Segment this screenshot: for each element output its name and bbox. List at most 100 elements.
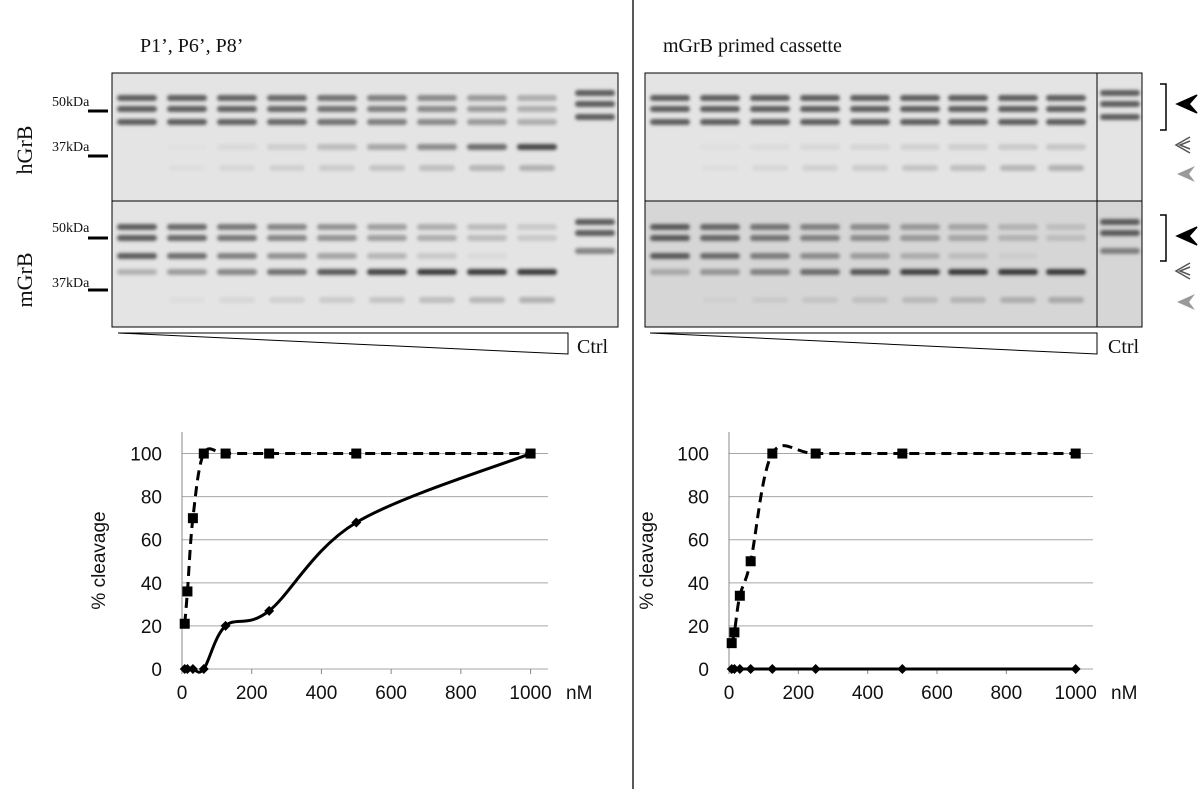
band xyxy=(900,224,940,230)
band xyxy=(702,165,738,171)
band xyxy=(217,253,257,259)
band xyxy=(317,269,357,275)
band xyxy=(217,224,257,230)
band xyxy=(1046,235,1086,241)
y-tick-label: 60 xyxy=(141,531,162,552)
band xyxy=(750,253,790,259)
band xyxy=(850,269,890,275)
band xyxy=(575,90,615,96)
band xyxy=(317,144,357,150)
band xyxy=(702,297,738,303)
band xyxy=(417,95,457,101)
band xyxy=(169,297,205,303)
band xyxy=(650,224,690,230)
band xyxy=(217,106,257,112)
band xyxy=(117,253,157,259)
band xyxy=(367,119,407,125)
band xyxy=(700,235,740,241)
band xyxy=(417,144,457,150)
band xyxy=(167,224,207,230)
band xyxy=(519,165,555,171)
band xyxy=(219,165,255,171)
band xyxy=(469,165,505,171)
band xyxy=(467,119,507,125)
point xyxy=(767,664,778,674)
band xyxy=(700,224,740,230)
band xyxy=(367,269,407,275)
band xyxy=(517,95,557,101)
band xyxy=(850,235,890,241)
band xyxy=(367,224,407,230)
gels xyxy=(111,72,1143,328)
point xyxy=(198,448,209,459)
band xyxy=(467,253,507,259)
band xyxy=(948,224,988,230)
point xyxy=(767,448,778,459)
band xyxy=(517,235,557,241)
band xyxy=(1100,101,1140,107)
point xyxy=(1070,448,1081,459)
band xyxy=(800,119,840,125)
row-label: mGrB xyxy=(12,253,37,308)
band xyxy=(417,119,457,125)
band xyxy=(419,165,455,171)
band xyxy=(850,144,890,150)
y-axis-label: % cleavage xyxy=(89,511,110,609)
band xyxy=(1100,90,1140,96)
band xyxy=(367,235,407,241)
band xyxy=(750,224,790,230)
gel xyxy=(644,72,1143,202)
x-tick-label: 200 xyxy=(236,683,268,704)
band xyxy=(800,224,840,230)
series-line xyxy=(730,444,1076,644)
point xyxy=(726,638,737,649)
band xyxy=(575,101,615,107)
band xyxy=(700,106,740,112)
band xyxy=(650,119,690,125)
y-tick-label: 80 xyxy=(141,488,162,509)
band xyxy=(517,119,557,125)
x-tick-label: 600 xyxy=(921,683,953,704)
band xyxy=(319,165,355,171)
band xyxy=(750,235,790,241)
band xyxy=(467,269,507,275)
band xyxy=(267,269,307,275)
band xyxy=(117,119,157,125)
band xyxy=(950,165,986,171)
band xyxy=(1046,106,1086,112)
band xyxy=(900,95,940,101)
band xyxy=(517,224,557,230)
band xyxy=(317,119,357,125)
band xyxy=(169,165,205,171)
point xyxy=(182,664,193,674)
x-axis-label: nM xyxy=(566,683,592,704)
band xyxy=(650,269,690,275)
band xyxy=(1046,144,1086,150)
band xyxy=(519,297,555,303)
band xyxy=(267,224,307,230)
gel xyxy=(111,72,619,202)
point xyxy=(182,586,193,597)
y-tick-label: 80 xyxy=(688,488,709,509)
band xyxy=(800,144,840,150)
point xyxy=(1070,664,1081,674)
x-tick-label: 1000 xyxy=(509,683,551,704)
band xyxy=(650,106,690,112)
y-tick-label: 40 xyxy=(688,574,709,595)
point xyxy=(734,590,745,601)
band xyxy=(950,297,986,303)
y-tick-label: 40 xyxy=(141,574,162,595)
band xyxy=(117,235,157,241)
band xyxy=(1100,219,1140,225)
band xyxy=(850,119,890,125)
x-tick-label: 1000 xyxy=(1055,683,1097,704)
band xyxy=(117,269,157,275)
band xyxy=(317,235,357,241)
band xyxy=(802,297,838,303)
band xyxy=(650,95,690,101)
band xyxy=(900,106,940,112)
point xyxy=(897,664,908,674)
gel-title: mGrB primed cassette xyxy=(663,35,842,57)
band xyxy=(1000,165,1036,171)
